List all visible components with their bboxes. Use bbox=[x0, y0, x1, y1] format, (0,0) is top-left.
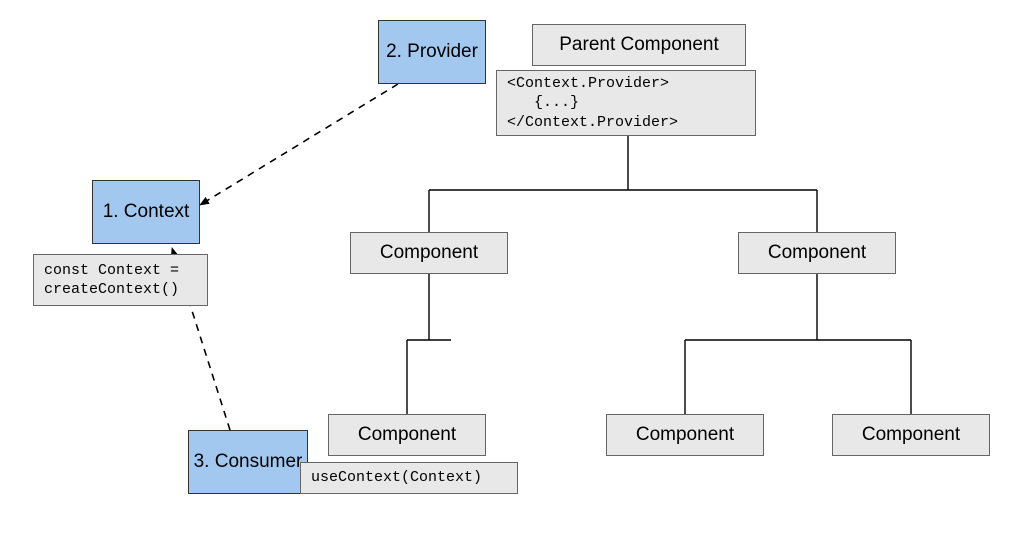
context-code-node: const Context = createContext() bbox=[33, 254, 208, 306]
provider-title-label: 2. Provider bbox=[386, 40, 478, 65]
component-node-bottom-left: Component bbox=[328, 414, 486, 456]
component-label: Component bbox=[768, 241, 866, 266]
consumer-code-node: useContext(Context) bbox=[300, 462, 518, 494]
consumer-title-label: 3. Consumer bbox=[194, 450, 303, 475]
component-label: Component bbox=[636, 423, 734, 448]
component-node-left: Component bbox=[350, 232, 508, 274]
parent-component-node: Parent Component bbox=[532, 24, 746, 66]
context-title-label: 1. Context bbox=[103, 200, 190, 225]
component-node-bottom-right: Component bbox=[832, 414, 990, 456]
provider-title-node: 2. Provider bbox=[378, 20, 486, 84]
provider-code-text: <Context.Provider> {...} </Context.Provi… bbox=[507, 74, 678, 133]
component-node-bottom-mid: Component bbox=[606, 414, 764, 456]
consumer-title-node: 3. Consumer bbox=[188, 430, 308, 494]
component-label: Component bbox=[358, 423, 456, 448]
component-label: Component bbox=[862, 423, 960, 448]
provider-code-node: <Context.Provider> {...} </Context.Provi… bbox=[496, 70, 756, 136]
consumer-code-text: useContext(Context) bbox=[311, 468, 482, 488]
context-code-text: const Context = createContext() bbox=[44, 261, 179, 300]
parent-component-label: Parent Component bbox=[559, 33, 719, 58]
component-node-right: Component bbox=[738, 232, 896, 274]
context-title-node: 1. Context bbox=[92, 180, 200, 244]
component-label: Component bbox=[380, 241, 478, 266]
